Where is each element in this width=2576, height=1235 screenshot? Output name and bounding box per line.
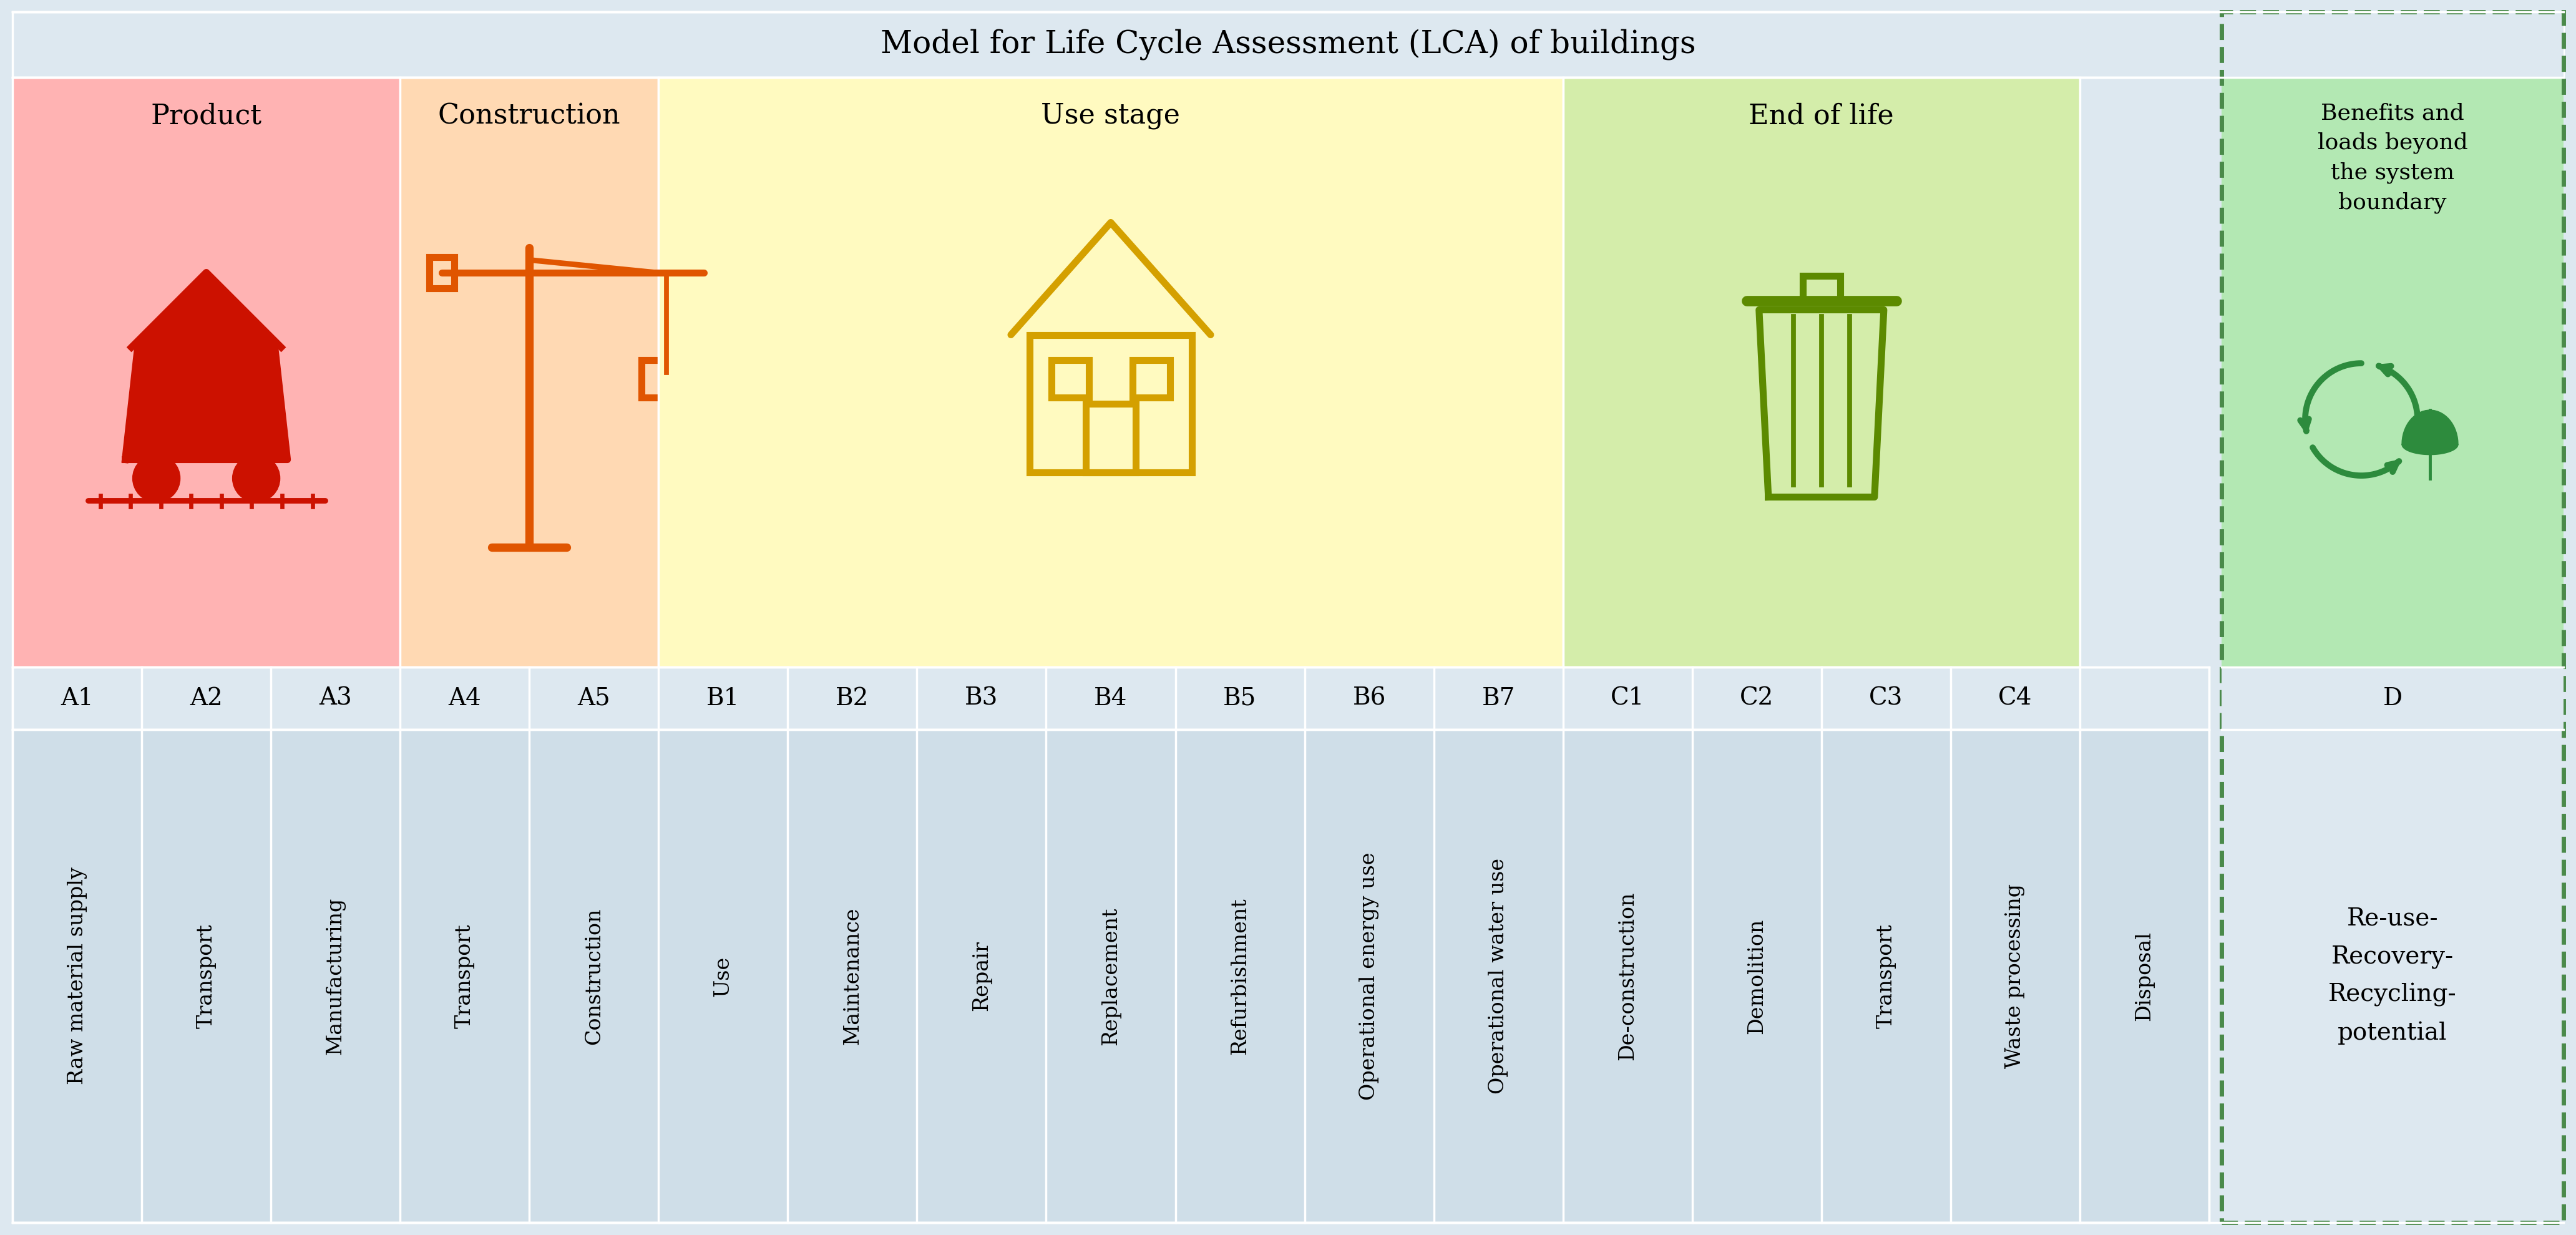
Text: Benefits and
loads beyond
the system
boundary: Benefits and loads beyond the system bou… [2318, 103, 2468, 214]
FancyBboxPatch shape [2221, 12, 2563, 1223]
Text: C1: C1 [1610, 687, 1643, 710]
FancyBboxPatch shape [2221, 667, 2563, 730]
Text: A4: A4 [448, 687, 482, 710]
Text: A5: A5 [577, 687, 611, 710]
Text: Manufacturing: Manufacturing [325, 898, 345, 1055]
Text: Transport: Transport [1875, 924, 1896, 1029]
Circle shape [232, 454, 281, 503]
Text: Transport: Transport [196, 924, 216, 1029]
Text: Transport: Transport [456, 924, 474, 1029]
Text: B2: B2 [835, 687, 868, 710]
Text: B1: B1 [706, 687, 739, 710]
Text: Refurbishment: Refurbishment [1229, 898, 1249, 1055]
Text: A3: A3 [319, 687, 353, 710]
Text: C2: C2 [1739, 687, 1775, 710]
Text: B6: B6 [1352, 687, 1386, 710]
Text: Demolition: Demolition [1747, 918, 1767, 1034]
Polygon shape [126, 347, 289, 459]
Text: Raw material supply: Raw material supply [67, 867, 88, 1084]
Text: C3: C3 [1870, 687, 1904, 710]
Text: Re-use-
Recovery-
Recycling-
potential: Re-use- Recovery- Recycling- potential [2329, 908, 2458, 1045]
FancyBboxPatch shape [1564, 78, 2079, 667]
FancyBboxPatch shape [659, 78, 1564, 667]
Text: C4: C4 [1999, 687, 2032, 710]
Text: D: D [2383, 687, 2403, 710]
Text: Maintenance: Maintenance [842, 908, 863, 1045]
FancyBboxPatch shape [13, 730, 2210, 1223]
FancyBboxPatch shape [13, 667, 2210, 730]
Text: Disposal: Disposal [2136, 931, 2154, 1021]
Text: B5: B5 [1224, 687, 1257, 710]
Text: End of life: End of life [1749, 103, 1893, 130]
FancyBboxPatch shape [399, 78, 659, 667]
Text: Use stage: Use stage [1041, 103, 1180, 130]
Text: Operational energy use: Operational energy use [1360, 852, 1378, 1100]
Text: B3: B3 [966, 687, 999, 710]
Text: Waste processing: Waste processing [2004, 883, 2025, 1068]
Text: Use: Use [714, 956, 734, 997]
Text: Product: Product [152, 103, 263, 130]
Text: Replacement: Replacement [1100, 906, 1121, 1045]
Text: A1: A1 [62, 687, 93, 710]
Text: Construction: Construction [585, 908, 603, 1045]
Circle shape [131, 454, 180, 503]
Text: Model for Life Cycle Assessment (LCA) of buildings: Model for Life Cycle Assessment (LCA) of… [881, 30, 1695, 61]
Text: Construction: Construction [438, 103, 621, 130]
Text: A2: A2 [191, 687, 222, 710]
Text: B4: B4 [1095, 687, 1128, 710]
FancyBboxPatch shape [13, 78, 399, 667]
Polygon shape [2401, 410, 2458, 454]
Text: Repair: Repair [971, 941, 992, 1011]
FancyBboxPatch shape [13, 12, 2563, 78]
Text: B7: B7 [1481, 687, 1515, 710]
Text: De-construction: De-construction [1618, 892, 1638, 1061]
FancyBboxPatch shape [2221, 78, 2563, 667]
Text: Operational water use: Operational water use [1489, 858, 1510, 1094]
Polygon shape [131, 273, 281, 347]
